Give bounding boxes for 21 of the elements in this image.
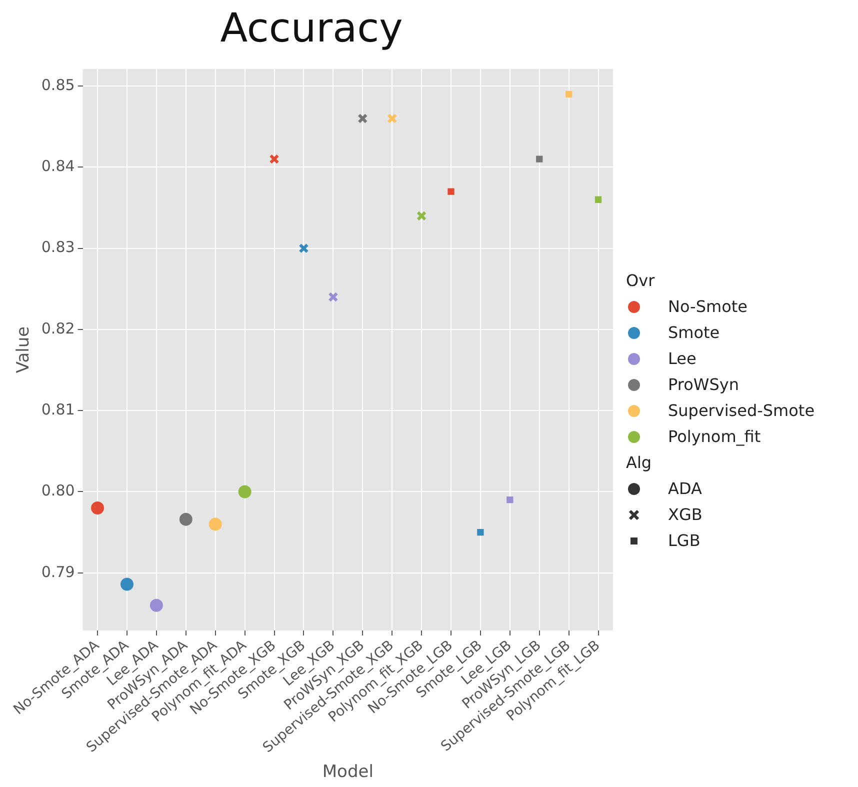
text: Ovr <box>626 271 655 290</box>
y-axis-title: Value <box>14 326 34 374</box>
legend-label: No-Smote <box>668 296 748 318</box>
legend-label: Supervised-Smote <box>668 400 815 422</box>
legend-label: Smote <box>668 322 720 344</box>
legend-label: Lee <box>668 348 696 370</box>
legend-label: ADA <box>668 478 702 500</box>
legend-label: Polynom_fit <box>668 426 761 448</box>
y-tick-label: 0.84 <box>41 157 75 176</box>
legend-label: XGB <box>668 504 702 526</box>
chart-title: Accuracy <box>220 5 403 52</box>
y-tick-label: 0.85 <box>41 76 75 94</box>
y-tick-label: 0.80 <box>41 482 75 500</box>
x-axis-title: Model <box>322 762 374 782</box>
y-tick-label: 0.81 <box>41 400 75 418</box>
legend-label: LGB <box>668 530 700 552</box>
y-tick-label: 0.79 <box>41 562 75 581</box>
y-tick-label: 0.83 <box>41 238 75 256</box>
text: Alg <box>626 453 652 472</box>
legend-label: ProWSyn <box>668 374 739 396</box>
y-tick-label: 0.82 <box>41 319 75 338</box>
